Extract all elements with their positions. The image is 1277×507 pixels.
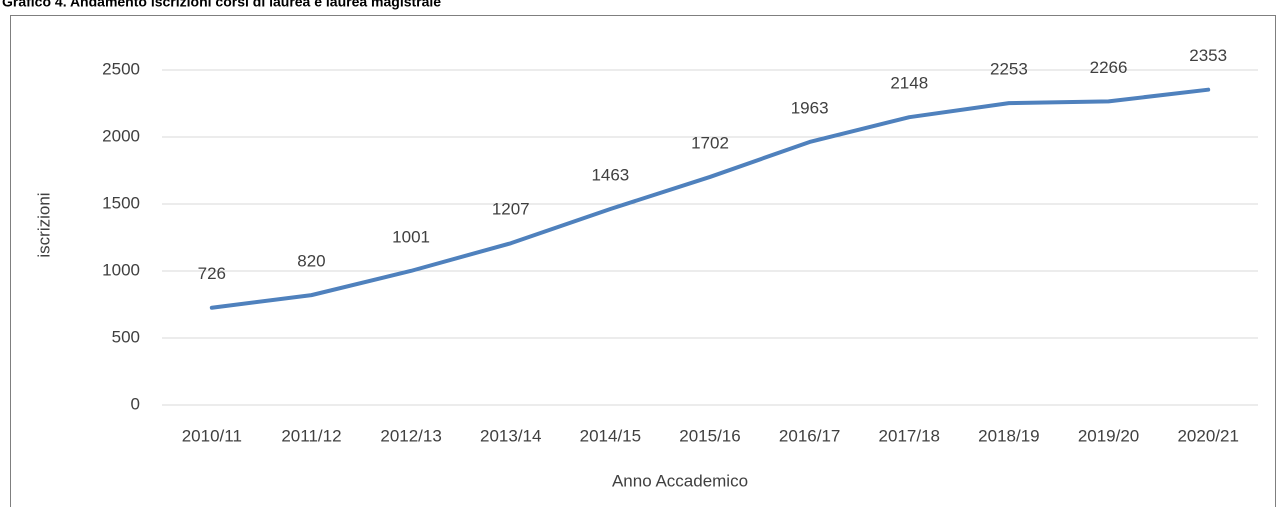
y-tick-label: 0	[131, 394, 140, 413]
chart-border	[10, 15, 1276, 507]
data-label: 2253	[990, 60, 1028, 79]
chart-title: Grafico 4. Andamento iscrizioni corsi di…	[2, 0, 441, 10]
data-label: 2148	[890, 74, 928, 93]
line-series	[209, 87, 1211, 310]
y-tick-label: 500	[112, 327, 140, 346]
x-tick-label: 2019/20	[1078, 426, 1139, 445]
x-tick-label: 2016/17	[779, 426, 840, 445]
data-label: 726	[198, 264, 226, 283]
y-tick-label: 2000	[102, 126, 140, 145]
data-label: 820	[297, 252, 325, 271]
x-axis-title: Anno Accademico	[612, 471, 748, 490]
y-tick-label: 2500	[102, 59, 140, 78]
x-tick-label: 2011/12	[281, 426, 341, 445]
x-tick-label: 2010/11	[182, 426, 242, 445]
x-tick-label: 2020/21	[1177, 426, 1238, 445]
x-tick-label: 2014/15	[580, 426, 641, 445]
data-label: 1207	[492, 200, 530, 219]
x-tick-label: 2018/19	[978, 426, 1039, 445]
x-tick-label: 2013/14	[480, 426, 541, 445]
data-label: 2266	[1090, 58, 1128, 77]
x-tick-label: 2012/13	[380, 426, 441, 445]
y-axis-title: iscrizioni	[34, 192, 53, 257]
data-label: 1463	[591, 165, 629, 184]
data-label: 1963	[791, 98, 829, 117]
data-label: 1702	[691, 133, 729, 152]
x-tick-label: 2017/18	[879, 426, 940, 445]
x-tick-label: 2015/16	[679, 426, 740, 445]
data-label: 2353	[1189, 46, 1227, 65]
y-tick-label: 1500	[102, 193, 140, 212]
y-tick-label: 1000	[102, 260, 140, 279]
data-label: 1001	[392, 227, 430, 246]
